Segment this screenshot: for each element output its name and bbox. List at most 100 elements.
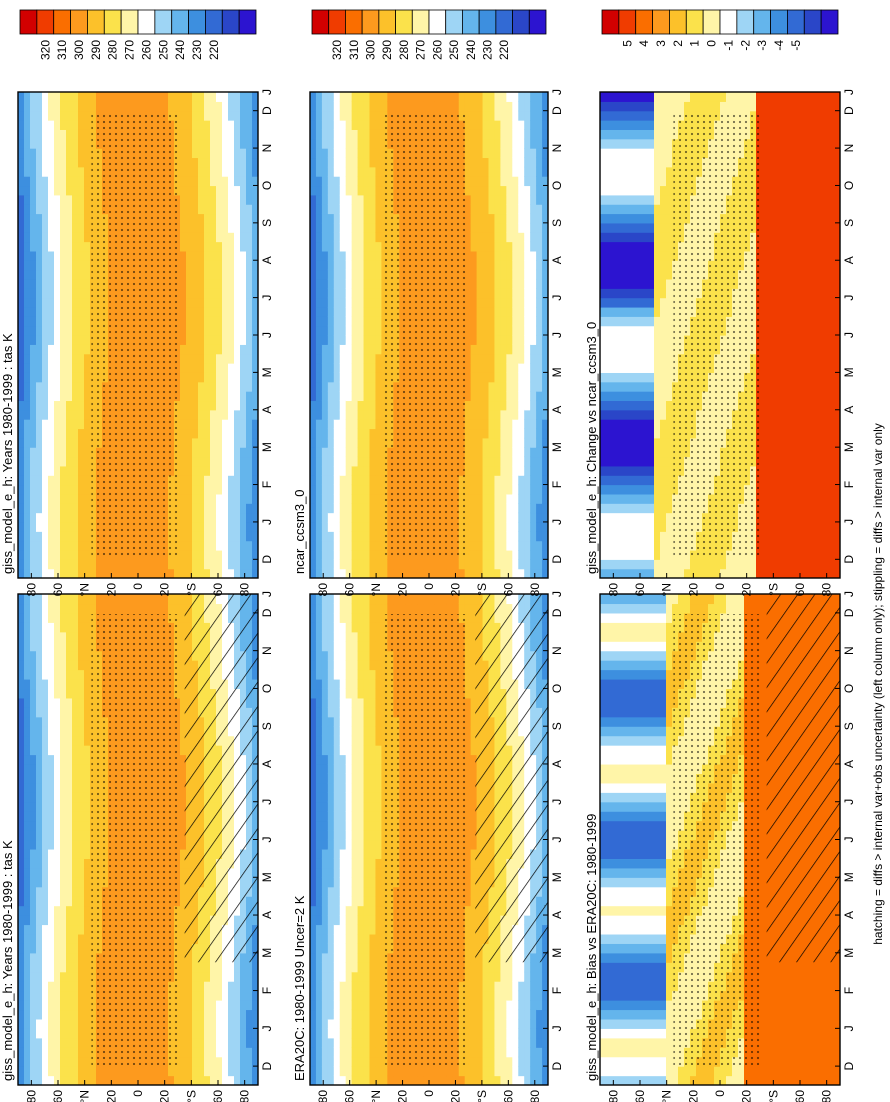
heatmap-cell bbox=[48, 139, 55, 149]
heatmap-cell bbox=[30, 232, 37, 242]
heatmap-cell bbox=[144, 559, 151, 569]
heatmap-cell bbox=[180, 410, 187, 420]
heatmap-cell bbox=[72, 934, 79, 944]
heatmap-cell bbox=[210, 550, 217, 560]
heatmap-cell bbox=[322, 755, 329, 765]
heatmap-cell bbox=[36, 764, 43, 774]
heatmap-cell bbox=[30, 298, 37, 308]
heatmap-cell bbox=[240, 522, 247, 532]
heatmap-cell bbox=[144, 101, 151, 111]
heatmap-cell bbox=[375, 726, 382, 736]
heatmap-cell bbox=[42, 632, 49, 642]
heatmap-cell bbox=[36, 670, 43, 680]
heatmap-cell bbox=[222, 447, 229, 457]
heatmap-cell bbox=[48, 242, 55, 252]
heatmap-cell bbox=[204, 307, 211, 317]
heatmap-cell bbox=[66, 457, 73, 467]
heatmap-cell bbox=[24, 670, 31, 680]
heatmap-cell bbox=[228, 1000, 235, 1010]
heatmap-cell bbox=[210, 111, 217, 121]
heatmap-cell bbox=[78, 513, 85, 523]
heatmap-cell bbox=[18, 755, 25, 765]
heatmap-cell bbox=[54, 232, 61, 242]
heatmap-cell bbox=[84, 167, 91, 177]
heatmap-cell bbox=[216, 335, 223, 345]
heatmap-cell bbox=[192, 204, 199, 214]
heatmap-cell bbox=[234, 962, 241, 972]
heatmap-cell bbox=[84, 382, 91, 392]
heatmap-cell bbox=[210, 344, 217, 354]
heatmap-cell bbox=[204, 279, 211, 289]
heatmap-cell bbox=[204, 372, 211, 382]
heatmap-cell bbox=[48, 821, 55, 831]
heatmap-cell bbox=[240, 513, 247, 523]
heatmap-cell bbox=[24, 457, 31, 467]
heatmap-cell bbox=[334, 792, 341, 802]
heatmap-cell bbox=[228, 494, 235, 504]
heatmap-cell bbox=[186, 251, 193, 261]
x-tick-label: J bbox=[260, 591, 274, 597]
heatmap-cell bbox=[358, 1047, 365, 1057]
heatmap-cell bbox=[132, 594, 139, 604]
heatmap-cell bbox=[246, 494, 253, 504]
heatmap-cell bbox=[18, 821, 25, 831]
heatmap-cell bbox=[316, 1066, 323, 1076]
heatmap-cell bbox=[358, 660, 365, 670]
heatmap-cell bbox=[72, 896, 79, 906]
heatmap-cell bbox=[54, 139, 61, 149]
heatmap-cell bbox=[60, 981, 67, 991]
heatmap-cell bbox=[192, 972, 199, 982]
heatmap-cell bbox=[310, 934, 317, 944]
heatmap-cell bbox=[204, 195, 211, 205]
heatmap-cell bbox=[78, 326, 85, 336]
heatmap-cell bbox=[54, 811, 61, 821]
heatmap-cell bbox=[364, 1057, 371, 1067]
heatmap-cell bbox=[54, 745, 61, 755]
heatmap-cell bbox=[54, 298, 61, 308]
x-tick-label: N bbox=[260, 144, 274, 153]
heatmap-cell bbox=[192, 214, 199, 224]
colorbar-label: 220 bbox=[207, 40, 221, 60]
heatmap-cell bbox=[346, 972, 353, 982]
heatmap-cell bbox=[60, 428, 67, 438]
heatmap-cell bbox=[36, 726, 43, 736]
heatmap-cell bbox=[375, 670, 382, 680]
heatmap-cell bbox=[358, 830, 365, 840]
heatmap-cell bbox=[66, 391, 73, 401]
heatmap-cell bbox=[198, 195, 205, 205]
heatmap-cell bbox=[216, 307, 223, 317]
heatmap-cell bbox=[186, 1000, 193, 1010]
heatmap-cell bbox=[340, 943, 347, 953]
heatmap-cell bbox=[60, 698, 67, 708]
heatmap-cell bbox=[222, 101, 229, 111]
heatmap-cell bbox=[346, 830, 353, 840]
heatmap-cell bbox=[346, 688, 353, 698]
heatmap-cell bbox=[54, 559, 61, 569]
heatmap-cell bbox=[216, 139, 223, 149]
heatmap-cell bbox=[192, 457, 199, 467]
heatmap-cell bbox=[328, 641, 335, 651]
heatmap-cell bbox=[210, 326, 217, 336]
heatmap-cell bbox=[370, 622, 377, 632]
heatmap-cell bbox=[234, 541, 241, 551]
heatmap-cell bbox=[18, 111, 25, 121]
heatmap-cell bbox=[210, 531, 217, 541]
heatmap-cell bbox=[198, 382, 205, 392]
heatmap-cell bbox=[246, 148, 253, 158]
heatmap-cell bbox=[96, 569, 103, 579]
heatmap-cell bbox=[186, 176, 193, 186]
heatmap-cell bbox=[364, 632, 371, 642]
heatmap-cell bbox=[352, 1038, 359, 1048]
heatmap-cell bbox=[334, 641, 341, 651]
heatmap-cell bbox=[24, 419, 31, 429]
heatmap-cell bbox=[84, 129, 91, 139]
heatmap-cell bbox=[138, 594, 145, 604]
heatmap-cell bbox=[328, 811, 335, 821]
heatmap-cell bbox=[24, 707, 31, 717]
heatmap-cell bbox=[66, 569, 73, 579]
heatmap-cell bbox=[334, 915, 341, 925]
heatmap-cell bbox=[352, 1057, 359, 1067]
heatmap-cell bbox=[78, 773, 85, 783]
heatmap-cell bbox=[216, 148, 223, 158]
heatmap-cell bbox=[192, 260, 199, 270]
